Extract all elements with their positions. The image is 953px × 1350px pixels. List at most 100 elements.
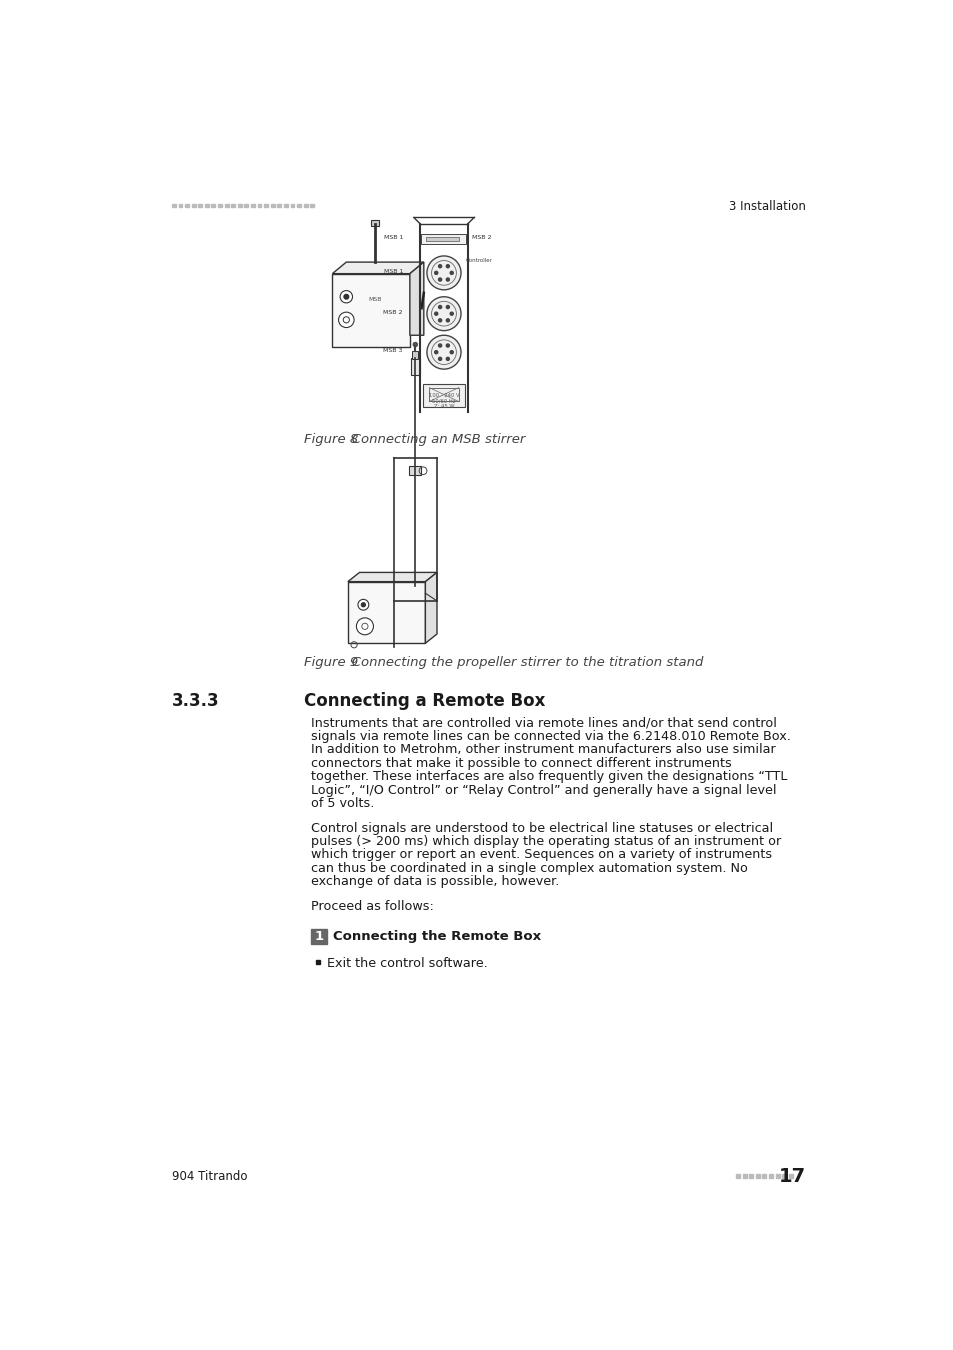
Text: Exit the control software.: Exit the control software. bbox=[327, 957, 487, 969]
Text: exchange of data is possible, however.: exchange of data is possible, however. bbox=[311, 875, 559, 888]
Circle shape bbox=[340, 290, 353, 302]
Circle shape bbox=[427, 256, 460, 290]
Text: Connecting the propeller stirrer to the titration stand: Connecting the propeller stirrer to the … bbox=[338, 656, 702, 670]
Bar bbox=[264, 204, 268, 208]
Circle shape bbox=[357, 599, 369, 610]
Circle shape bbox=[450, 351, 453, 354]
Circle shape bbox=[446, 358, 449, 360]
Text: signals via remote lines can be connected via the 6.2148.010 Remote Box.: signals via remote lines can be connecte… bbox=[311, 730, 790, 742]
Text: Figure 8: Figure 8 bbox=[303, 433, 357, 446]
Bar bbox=[284, 204, 288, 208]
Circle shape bbox=[438, 305, 441, 309]
Bar bbox=[748, 1173, 753, 1177]
Bar bbox=[257, 204, 261, 208]
Bar bbox=[761, 1173, 765, 1177]
Circle shape bbox=[338, 312, 354, 328]
Bar bbox=[212, 204, 215, 208]
Text: Connecting the Remote Box: Connecting the Remote Box bbox=[333, 930, 540, 944]
Text: MSB 2: MSB 2 bbox=[383, 309, 402, 315]
Bar bbox=[775, 1173, 779, 1177]
Circle shape bbox=[446, 265, 449, 267]
Text: Connecting a Remote Box: Connecting a Remote Box bbox=[303, 691, 544, 710]
Bar bbox=[768, 1173, 772, 1177]
Bar bbox=[426, 238, 458, 242]
Bar bbox=[332, 274, 410, 347]
Bar bbox=[410, 358, 419, 375]
Bar bbox=[755, 1173, 759, 1177]
Polygon shape bbox=[348, 572, 436, 582]
Circle shape bbox=[446, 305, 449, 309]
Circle shape bbox=[413, 342, 417, 347]
Polygon shape bbox=[332, 262, 423, 274]
Bar bbox=[412, 351, 418, 359]
Circle shape bbox=[435, 351, 437, 354]
Text: which trigger or report an event. Sequences on a variety of instruments: which trigger or report an event. Sequen… bbox=[311, 848, 772, 861]
Bar bbox=[736, 1173, 740, 1177]
Bar bbox=[781, 1173, 785, 1177]
Bar bbox=[348, 582, 425, 643]
Circle shape bbox=[427, 297, 460, 331]
Bar bbox=[296, 204, 301, 208]
Bar bbox=[185, 204, 189, 208]
Text: can thus be coordinated in a single complex automation system. No: can thus be coordinated in a single comp… bbox=[311, 861, 747, 875]
Circle shape bbox=[446, 344, 449, 347]
Text: MSB 1: MSB 1 bbox=[383, 235, 402, 240]
Text: Connecting an MSB stirrer: Connecting an MSB stirrer bbox=[338, 433, 524, 446]
Text: Z: 45 W: Z: 45 W bbox=[434, 404, 454, 409]
Circle shape bbox=[446, 278, 449, 281]
Bar bbox=[421, 234, 466, 244]
Circle shape bbox=[427, 335, 460, 369]
Text: connectors that make it possible to connect different instruments: connectors that make it possible to conn… bbox=[311, 757, 732, 769]
Text: together. These interfaces are also frequently given the designations “TTL: together. These interfaces are also freq… bbox=[311, 771, 787, 783]
Bar bbox=[311, 929, 327, 944]
Circle shape bbox=[356, 618, 373, 634]
Circle shape bbox=[361, 603, 365, 606]
Circle shape bbox=[435, 271, 437, 274]
Polygon shape bbox=[410, 262, 423, 335]
Bar bbox=[231, 204, 234, 208]
Bar bbox=[310, 204, 314, 208]
Text: 904 Titrando: 904 Titrando bbox=[172, 1170, 247, 1184]
Text: Instruments that are controlled via remote lines and/or that send control: Instruments that are controlled via remo… bbox=[311, 717, 777, 729]
Bar bbox=[237, 204, 241, 208]
Text: pulses (> 200 ms) which display the operating status of an instrument or: pulses (> 200 ms) which display the oper… bbox=[311, 836, 781, 848]
Text: Figure 9: Figure 9 bbox=[303, 656, 357, 670]
Bar bbox=[172, 204, 175, 208]
Text: 1: 1 bbox=[314, 930, 323, 944]
Bar bbox=[198, 204, 202, 208]
Bar bbox=[409, 466, 421, 475]
Bar bbox=[192, 204, 195, 208]
Text: Proceed as follows:: Proceed as follows: bbox=[311, 899, 434, 913]
Bar bbox=[244, 204, 248, 208]
Bar bbox=[291, 204, 294, 208]
Bar bbox=[271, 204, 274, 208]
Text: Control signals are understood to be electrical line statuses or electrical: Control signals are understood to be ele… bbox=[311, 822, 773, 834]
Circle shape bbox=[438, 278, 441, 281]
Circle shape bbox=[435, 312, 437, 316]
Bar bbox=[218, 204, 222, 208]
Text: 3.3.3: 3.3.3 bbox=[172, 691, 219, 710]
Text: 100 - 240 V: 100 - 240 V bbox=[428, 393, 458, 398]
Bar bbox=[315, 960, 319, 964]
Text: MSB 2: MSB 2 bbox=[472, 235, 491, 240]
Text: 3 Installation: 3 Installation bbox=[728, 200, 805, 213]
Circle shape bbox=[438, 358, 441, 360]
Text: MSB 3: MSB 3 bbox=[383, 348, 402, 354]
Circle shape bbox=[438, 344, 441, 347]
Polygon shape bbox=[425, 572, 436, 643]
Text: Logic”, “I/O Control” or “Relay Control” and generally have a signal level: Logic”, “I/O Control” or “Relay Control”… bbox=[311, 784, 776, 796]
Text: of 5 volts.: of 5 volts. bbox=[311, 798, 375, 810]
Bar bbox=[788, 1173, 792, 1177]
Text: In addition to Metrohm, other instrument manufacturers also use similar: In addition to Metrohm, other instrument… bbox=[311, 744, 776, 756]
Bar bbox=[742, 1173, 746, 1177]
Bar bbox=[303, 204, 307, 208]
Text: MSB: MSB bbox=[368, 297, 381, 301]
Bar bbox=[277, 204, 281, 208]
Circle shape bbox=[438, 265, 441, 267]
Text: MSB 1: MSB 1 bbox=[383, 269, 402, 274]
Bar bbox=[178, 204, 182, 208]
Circle shape bbox=[446, 319, 449, 321]
Text: 17: 17 bbox=[778, 1168, 805, 1187]
Bar bbox=[429, 387, 458, 401]
Bar bbox=[422, 383, 464, 406]
